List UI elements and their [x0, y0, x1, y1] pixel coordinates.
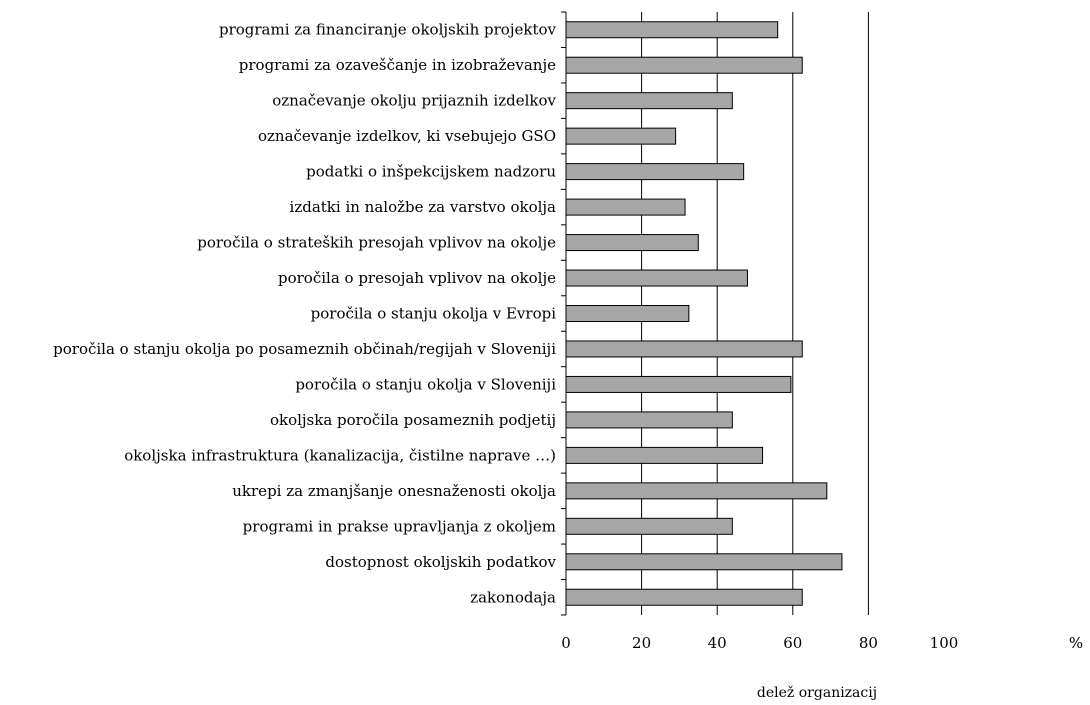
- category-label: ukrepi za zmanjšanje onesnaženosti okolj…: [232, 482, 556, 500]
- x-axis-label: delež organizacij: [757, 685, 877, 701]
- category-label: programi in prakse upravljanja z okoljem: [243, 517, 556, 535]
- x-tick-labels: 0 20 40 60 80 100: [561, 634, 958, 652]
- category-labels: programi za financiranje okoljskih proje…: [53, 21, 556, 607]
- bar: [565, 553, 843, 571]
- category-label: zakonodaja: [470, 588, 556, 606]
- bar: [565, 411, 733, 429]
- bars: [565, 21, 843, 606]
- bar: [565, 21, 779, 39]
- x-tick-label: 80: [859, 634, 878, 652]
- category-label: programi za financiranje okoljskih proje…: [219, 21, 557, 39]
- category-label: izdatki in naložbe za varstvo okolja: [290, 198, 557, 216]
- category-label: poročila o stanju okolja po posameznih o…: [53, 340, 556, 358]
- x-axis-unit: %: [1069, 634, 1083, 652]
- category-label: označevanje okolju prijaznih izdelkov: [272, 92, 556, 110]
- bar: [565, 198, 686, 216]
- bar: [565, 92, 733, 110]
- x-tick-label: 40: [708, 634, 727, 652]
- bar: [565, 305, 690, 322]
- category-label: dostopnost okoljskih podatkov: [325, 553, 556, 571]
- category-label: okoljska poročila posameznih podjetij: [270, 411, 556, 429]
- category-label: poročila o stanju okolja v Sloveniji: [295, 375, 556, 393]
- bar: [565, 482, 828, 500]
- x-tick-label: 100: [930, 634, 959, 652]
- bar: [565, 446, 764, 464]
- x-tick-label: 20: [632, 634, 651, 652]
- bar: [565, 234, 699, 252]
- bar: [565, 163, 745, 181]
- category-label: podatki o inšpekcijskem nadzoru: [306, 163, 556, 181]
- bar: [565, 340, 803, 358]
- x-tick-label: 60: [783, 634, 802, 652]
- bar: [565, 269, 748, 287]
- category-label: poročila o strateških presojah vplivov n…: [197, 234, 556, 252]
- bar: [565, 375, 792, 393]
- bar: [565, 56, 803, 74]
- x-tick-label: 0: [561, 634, 571, 652]
- category-label: označevanje izdelkov, ki vsebujejo GSO: [258, 127, 556, 145]
- category-label: poročila o stanju okolja v Evropi: [311, 305, 557, 323]
- category-label: okoljska infrastruktura (kanalizacija, č…: [124, 446, 556, 464]
- category-label: programi za ozaveščanje in izobraževanje: [239, 56, 556, 74]
- bar: [565, 517, 733, 535]
- bar: [565, 588, 803, 606]
- category-label: poročila o presojah vplivov na okolje: [278, 269, 556, 287]
- bar: [565, 127, 677, 145]
